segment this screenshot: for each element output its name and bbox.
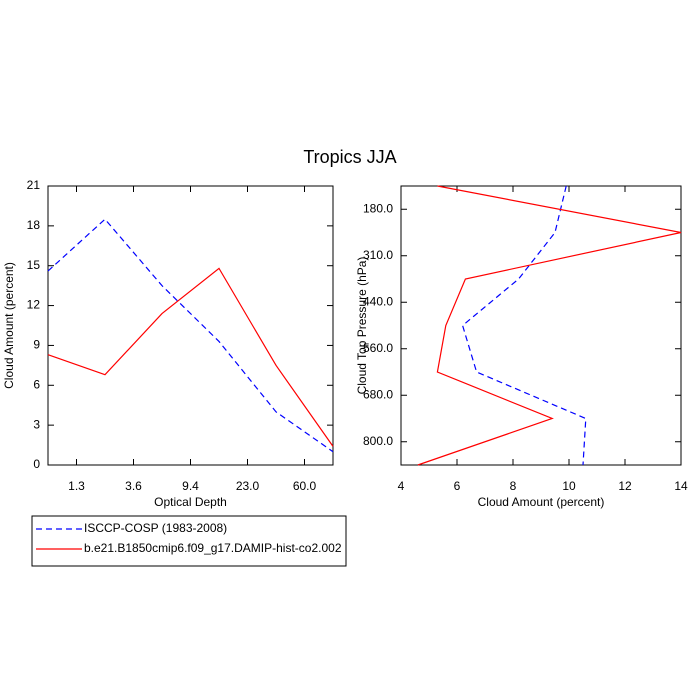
legend-label: b.e21.B1850cmip6.f09_g17.DAMIP-hist-co2.… [84, 541, 342, 555]
x-tick-label: 8 [510, 479, 517, 493]
x-tick-label: 60.0 [293, 479, 317, 493]
y-tick-label: 680.0 [363, 387, 393, 401]
x-tick-label: 4 [398, 479, 405, 493]
y-tick-label: 310.0 [363, 248, 393, 262]
plot-frame [47, 185, 334, 466]
x-tick-label: 23.0 [236, 479, 260, 493]
y-tick-label: 0 [33, 457, 40, 471]
y-tick-label: 3 [33, 417, 40, 431]
series-line [47, 218, 334, 453]
x-tick-label: 6 [454, 479, 461, 493]
y-tick-label: 6 [33, 377, 40, 391]
y-tick-label: 180.0 [363, 201, 393, 215]
legend-label: ISCCP-COSP (1983-2008) [84, 521, 227, 535]
x-tick-label: 14 [674, 479, 688, 493]
y-tick-label: 21 [27, 178, 41, 192]
chart-title: Tropics JJA [303, 147, 396, 167]
y-tick-label: 18 [27, 218, 41, 232]
x-axis-label: Optical Depth [154, 495, 227, 509]
x-tick-label: 12 [618, 479, 632, 493]
y-tick-label: 800.0 [363, 434, 393, 448]
legend-box [31, 515, 347, 567]
x-tick-label: 3.6 [125, 479, 142, 493]
y-tick-label: 440.0 [363, 294, 393, 308]
y-axis-label: Cloud Amount (percent) [2, 262, 16, 389]
series-line [461, 185, 587, 466]
y-tick-label: 9 [33, 338, 40, 352]
y-tick-label: 560.0 [363, 341, 393, 355]
series-line [47, 267, 334, 447]
y-tick-label: 15 [27, 258, 41, 272]
x-tick-label: 9.4 [182, 479, 199, 493]
x-tick-label: 10 [562, 479, 576, 493]
series-line [417, 185, 682, 466]
y-axis-label: Cloud Top Pressure (hPa) [355, 257, 369, 395]
y-tick-label: 12 [27, 298, 41, 312]
x-axis-label: Cloud Amount (percent) [478, 495, 605, 509]
plot-frame [400, 185, 682, 466]
x-tick-label: 1.3 [68, 479, 85, 493]
